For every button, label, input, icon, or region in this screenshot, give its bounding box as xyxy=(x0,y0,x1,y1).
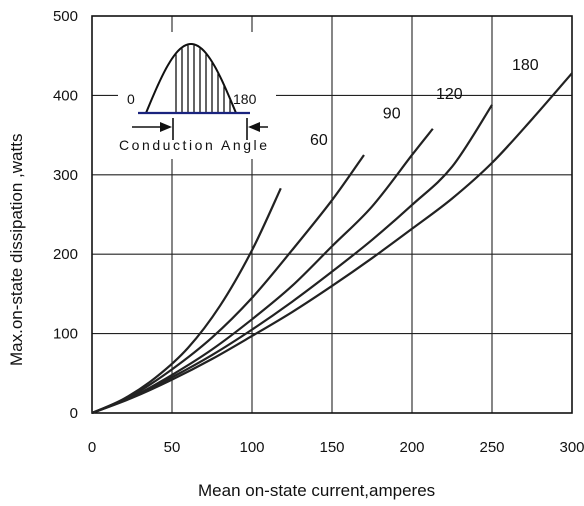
y-tick-label: 0 xyxy=(70,405,78,422)
series-curve-60 xyxy=(91,154,365,415)
x-tick-label: 150 xyxy=(319,439,344,456)
x-tick-labels: 0 50 100 150 200 250 300 xyxy=(88,439,584,456)
series-label-60: 60 xyxy=(310,132,328,149)
series-curve-180 xyxy=(91,72,573,415)
y-tick-label: 300 xyxy=(53,167,78,184)
series-label-120: 120 xyxy=(436,86,463,103)
x-tick-label: 100 xyxy=(239,439,264,456)
y-tick-labels: 0 100 200 300 400 500 xyxy=(53,8,78,422)
inset-left-arrowhead xyxy=(160,122,172,132)
x-tick-label: 300 xyxy=(559,439,584,456)
series-curve-90 xyxy=(91,128,434,415)
inset-sine-wave xyxy=(145,43,237,114)
x-tick-label: 200 xyxy=(399,439,424,456)
series-label-90: 90 xyxy=(383,106,401,123)
y-tick-label: 400 xyxy=(53,87,78,104)
inset-label-start: 0 xyxy=(127,91,135,107)
y-tick-label: 100 xyxy=(53,326,78,343)
x-tick-label: 250 xyxy=(479,439,504,456)
inset-label-end: 180 xyxy=(233,91,257,107)
series-labels: 306090120180 xyxy=(241,57,539,149)
plot-frame xyxy=(91,15,573,414)
conduction-angle-inset: 0 180 Conduction Angle xyxy=(118,32,276,159)
y-tick-label: 500 xyxy=(53,8,78,25)
x-tick-label: 0 xyxy=(88,439,96,456)
y-tick-label: 200 xyxy=(53,246,78,263)
inset-hatching xyxy=(175,45,231,113)
inset-right-arrowhead xyxy=(248,122,260,132)
series-curve-120 xyxy=(91,104,493,415)
series-curves xyxy=(91,72,573,415)
x-tick-label: 50 xyxy=(164,439,181,456)
x-axis-title: Mean on-state current,amperes xyxy=(198,481,435,500)
series-label-180: 180 xyxy=(512,57,539,74)
inset-background xyxy=(118,32,276,159)
y-axis-title: Max.on-state dissipation ,watts xyxy=(7,134,26,366)
